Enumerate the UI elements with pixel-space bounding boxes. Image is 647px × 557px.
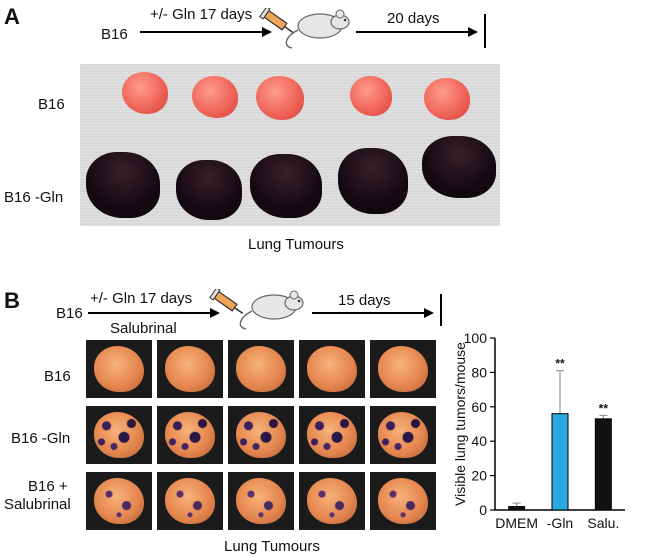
x-tick-label: Salu. (587, 515, 619, 531)
photo-salu-3 (228, 472, 294, 530)
photo-salu-5 (370, 472, 436, 530)
lung-image (307, 478, 357, 524)
lung-image (94, 346, 144, 392)
panel-b-followup: 15 days (338, 292, 391, 309)
photo-gln-5 (370, 406, 436, 464)
photo-salu-2 (157, 472, 223, 530)
tumour-lung-5 (422, 136, 496, 198)
panel-a-lung-photo (80, 64, 500, 226)
healthy-lung-3 (256, 76, 304, 120)
mouse-icon (285, 9, 350, 49)
panel-b-cell-line: B16 (56, 305, 83, 322)
x-tick-label: DMEM (495, 515, 538, 531)
lung-image (165, 346, 215, 392)
x-tick-label: -Gln (547, 515, 573, 531)
lung-image (94, 478, 144, 524)
panel-a-letter: A (4, 4, 20, 29)
healthy-lung-4 (350, 76, 392, 116)
y-tick-label: 40 (471, 433, 487, 449)
bar-gln (551, 413, 569, 511)
lung-image (236, 412, 286, 458)
bar-salu (594, 418, 612, 511)
lung-image (94, 412, 144, 458)
tumour-lung-3 (250, 154, 322, 218)
panel-b-row-label-1: B16 (44, 368, 71, 385)
panel-b-row-label-3b: Salubrinal (4, 496, 71, 513)
y-tick-label: 80 (471, 364, 487, 380)
panel-b-letter: B (4, 288, 20, 313)
bar-dmem (508, 506, 526, 511)
y-tick-label: 100 (464, 330, 488, 346)
panel-a-row-label-2: B16 -Gln (4, 189, 64, 206)
y-tick-label: 20 (471, 468, 487, 484)
photo-gln-3 (228, 406, 294, 464)
photo-gln-4 (299, 406, 365, 464)
tumour-lung-2 (176, 160, 242, 220)
significance-label: ** (555, 357, 565, 371)
panel-b-photo-grid (86, 340, 438, 536)
y-tick-label: 60 (471, 399, 487, 415)
lung-image (165, 412, 215, 458)
panel-b-treatment: +/- Gln 17 days (90, 290, 193, 307)
lung-image (307, 346, 357, 392)
healthy-lung-1 (122, 72, 168, 114)
photo-b16-3 (228, 340, 294, 398)
lung-image (165, 478, 215, 524)
photo-gln-2 (157, 406, 223, 464)
photo-b16-1 (86, 340, 152, 398)
mouse-icon-b (239, 290, 304, 330)
y-tick-label: 0 (479, 502, 487, 518)
panel-a-followup: 20 days (387, 10, 440, 27)
lung-image (307, 412, 357, 458)
panel-b-row-label-3a: B16 + (28, 478, 68, 495)
photo-b16-4 (299, 340, 365, 398)
photo-gln-1 (86, 406, 152, 464)
syringe-icon-b (209, 289, 244, 314)
healthy-lung-2 (192, 76, 238, 118)
panel-a-cell-line: B16 (101, 26, 128, 43)
photo-salu-4 (299, 472, 365, 530)
panel-a-row-label-1: B16 (38, 96, 65, 113)
syringe-icon (259, 8, 294, 33)
tumour-lung-1 (86, 152, 160, 218)
lung-image (378, 346, 428, 392)
lung-image (236, 478, 286, 524)
photo-b16-2 (157, 340, 223, 398)
panel-b-caption: Lung Tumours (224, 538, 320, 555)
lung-image (378, 412, 428, 458)
panel-b-row-label-2: B16 -Gln (11, 430, 71, 447)
lung-image (236, 346, 286, 392)
tumour-lung-4 (338, 148, 408, 214)
panel-b-timeline-arrows (88, 294, 442, 326)
panel-a-timeline-arrows (140, 14, 486, 48)
lung-image (378, 478, 428, 524)
significance-label: ** (599, 401, 609, 415)
healthy-lung-5 (424, 78, 470, 120)
y-axis-label: Visible lung tumors/mouse (452, 342, 468, 506)
panel-b-treatment2: Salubrinal (110, 320, 177, 337)
panel-a-caption: Lung Tumours (248, 236, 344, 253)
photo-salu-1 (86, 472, 152, 530)
panel-a-treatment: +/- Gln 17 days (150, 6, 253, 23)
photo-b16-5 (370, 340, 436, 398)
